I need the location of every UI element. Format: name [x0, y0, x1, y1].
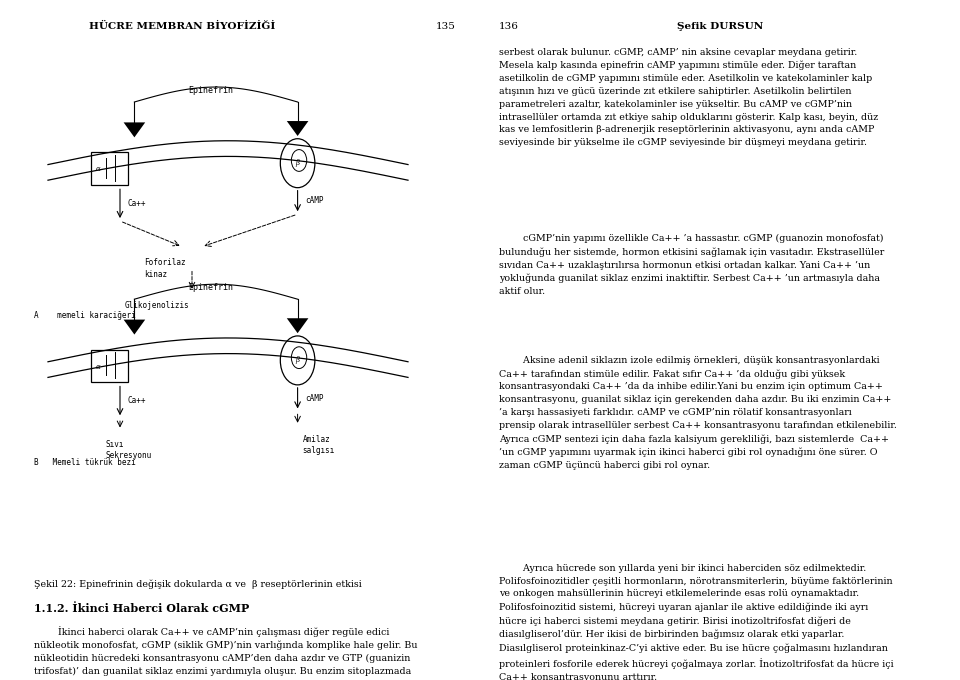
Text: 1.1.2. İkinci Haberci Olarak cGMP: 1.1.2. İkinci Haberci Olarak cGMP: [34, 603, 249, 614]
Text: İkinci haberci olarak Ca++ ve cAMP’nin çalışması diğer regüle edici
nükleotik mo: İkinci haberci olarak Ca++ ve cAMP’nin ç…: [34, 626, 417, 676]
Text: Şefik DURSUN: Şefik DURSUN: [677, 22, 763, 31]
Text: Şekil 22: Epinefrinin değişik dokularda α ve  β reseptörlerinin etkisi: Şekil 22: Epinefrinin değişik dokularda …: [34, 579, 361, 589]
Text: β: β: [296, 356, 300, 364]
Text: HÜCRE MEMBRAN BİYOFİZİĞİ: HÜCRE MEMBRAN BİYOFİZİĞİ: [89, 22, 276, 31]
Text: cAMP: cAMP: [305, 394, 324, 403]
Text: Foforilaz
kinaz: Foforilaz kinaz: [144, 258, 185, 279]
Text: 136: 136: [499, 22, 519, 31]
Text: Ca++: Ca++: [127, 396, 146, 405]
Polygon shape: [287, 121, 308, 136]
Bar: [91, 152, 128, 185]
Polygon shape: [124, 122, 145, 137]
Text: A    memeli karaciğeri: A memeli karaciğeri: [34, 311, 135, 320]
Text: Epinefrin: Epinefrin: [189, 284, 233, 292]
Text: serbest olarak bulunur. cGMP, cAMP’ nin aksine cevaplar meydana getirir.
Mesela : serbest olarak bulunur. cGMP, cAMP’ nin …: [499, 48, 878, 148]
Text: cGMP’nin yapımı özellikle Ca++ ’a hassastır. cGMP (guanozin monofosfat)
bulunduğ: cGMP’nin yapımı özellikle Ca++ ’a hassas…: [499, 234, 884, 296]
Text: α: α: [96, 362, 101, 371]
Text: β: β: [296, 159, 300, 167]
Text: Ayrıca hücrede son yıllarda yeni bir ikinci haberciden söz edilmektedir.
Polifos: Ayrıca hücrede son yıllarda yeni bir iki…: [499, 564, 894, 680]
Polygon shape: [124, 320, 145, 335]
Text: Aksine adenil siklazın izole edilmiş örnekleri, düşük konsantrasyonlardaki
Ca++ : Aksine adenil siklazın izole edilmiş örn…: [499, 356, 897, 470]
Text: Glikojenolizis: Glikojenolizis: [125, 301, 189, 309]
Bar: [91, 350, 128, 382]
Text: Amilaz
salgısı: Amilaz salgısı: [302, 435, 335, 456]
Text: cAMP: cAMP: [305, 197, 324, 205]
Text: Ca++: Ca++: [127, 199, 146, 208]
Text: 135: 135: [436, 22, 456, 31]
Polygon shape: [287, 318, 308, 333]
Text: B   Memeli tükrük bezi: B Memeli tükrük bezi: [34, 458, 135, 466]
Text: Sıvı
Sekresyonu: Sıvı Sekresyonu: [106, 440, 152, 460]
Text: α: α: [96, 165, 101, 173]
Text: Epinefrin: Epinefrin: [189, 86, 233, 95]
